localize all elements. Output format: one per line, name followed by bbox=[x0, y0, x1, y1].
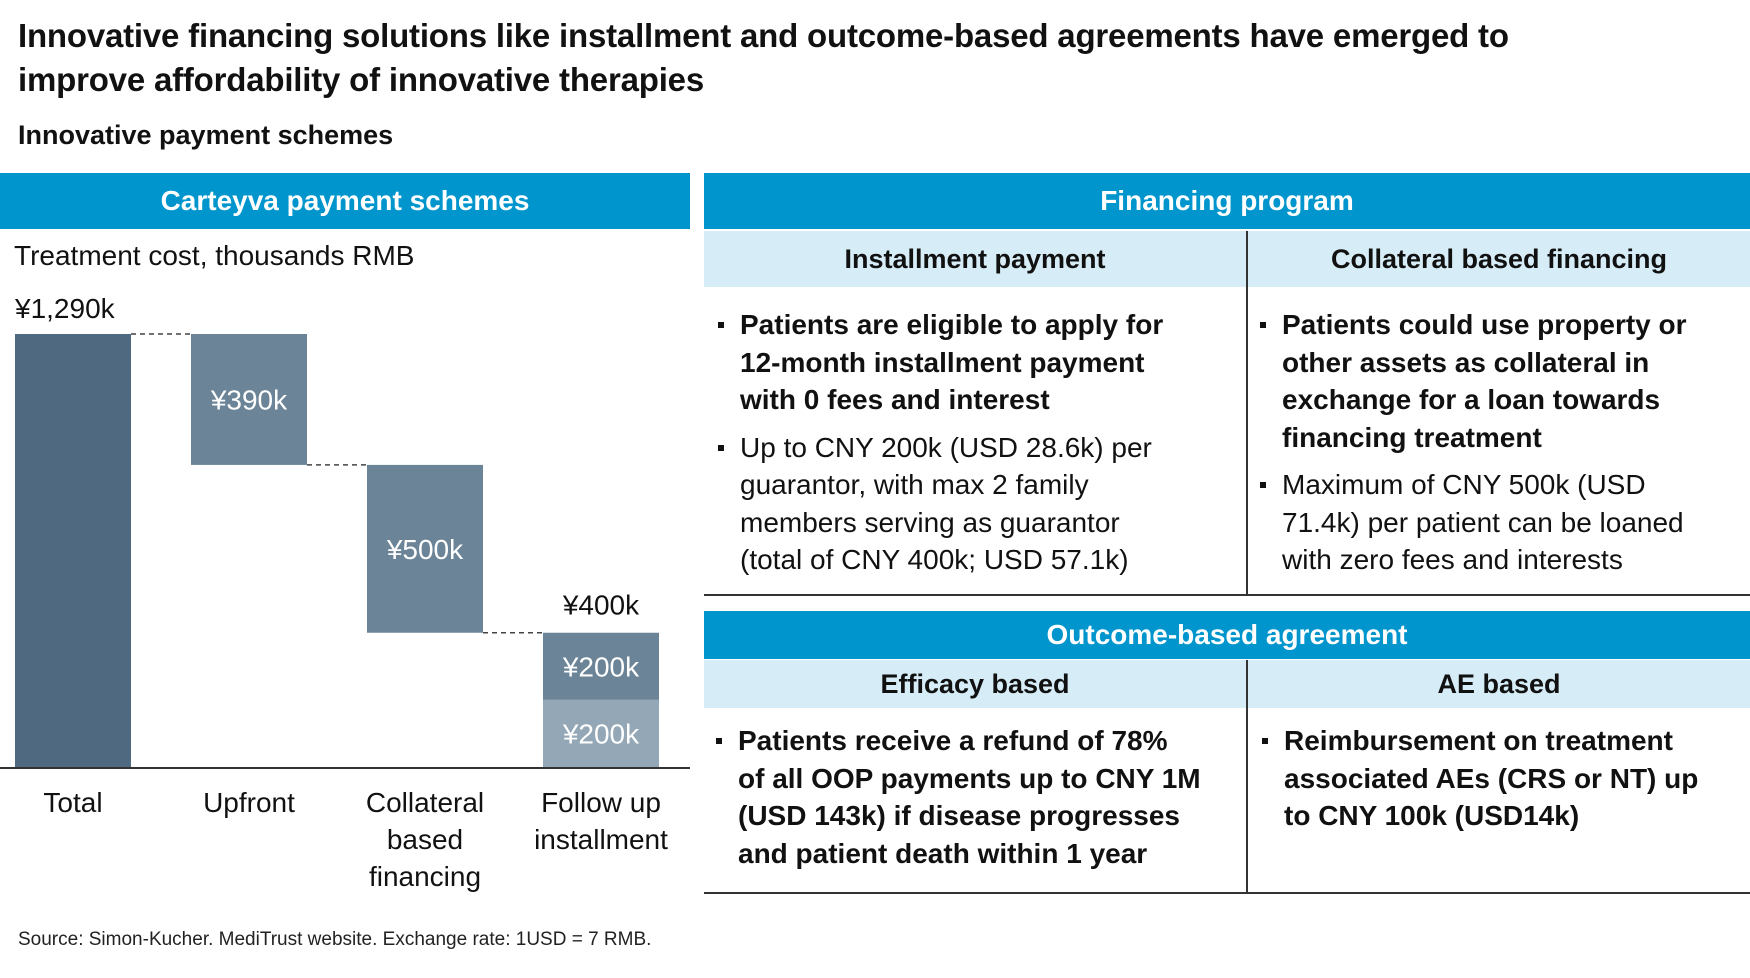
bar-3 bbox=[543, 632, 659, 700]
bullet-line: associated AEs (CRS or NT) up bbox=[1284, 762, 1699, 794]
installment-heading: Installment payment bbox=[704, 231, 1246, 287]
bullet-line: Reimbursement on treatment bbox=[1284, 725, 1673, 756]
bar-1 bbox=[191, 334, 307, 465]
financing-divider bbox=[1246, 231, 1248, 595]
bullet-line: 71.4k) per patient can be loaned bbox=[1282, 506, 1684, 538]
bullet-line: with zero fees and interests bbox=[1282, 544, 1623, 575]
bullet-line: Patients could use property or bbox=[1282, 309, 1687, 340]
bullet-line: Patients receive a refund of 78% bbox=[738, 725, 1168, 756]
bullet-line: financing treatment bbox=[1282, 421, 1542, 453]
category-label-line: Upfront bbox=[203, 787, 295, 818]
category-label-line: based bbox=[387, 824, 463, 855]
bullet-item: Patients are eligible to apply for 12-mon… bbox=[714, 306, 1239, 419]
waterfall-chart: ¥1,290k ¥390k ¥500k ¥200k ¥200k ¥400k Total Upf… bbox=[0, 293, 690, 892]
chart-unit-label: Treatment cost, thousands RMB bbox=[14, 240, 415, 271]
bullet-line: other assets as collateral in bbox=[1282, 346, 1650, 378]
bullet-line: with 0 fees and interest bbox=[740, 384, 1050, 415]
bullet-item: Reimbursement on treatment associated AEs… bbox=[1258, 722, 1750, 835]
bullet-item: Up to CNY 200k (USD 28.6k) per guarantor,… bbox=[714, 429, 1239, 579]
bullet-line: (total of CNY 400k; USD 57.1k) bbox=[740, 544, 1129, 575]
efficacy-bullets: Patients receive a refund of 78% of all O… bbox=[712, 722, 1244, 882]
bullet-line: 12-month installment payment bbox=[740, 346, 1145, 378]
category-label: Collateral based financing bbox=[366, 787, 484, 892]
bullet-line: of all OOP payments up to CNY 1M bbox=[738, 762, 1201, 794]
outcome-divider bbox=[1246, 660, 1248, 893]
bullet-line: guarantor, with max 2 family bbox=[740, 469, 1089, 500]
efficacy-heading: Efficacy based bbox=[704, 660, 1246, 708]
bullet-line: Up to CNY 200k (USD 28.6k) per bbox=[740, 431, 1152, 463]
bullet-line: (USD 143k) if disease progresses bbox=[738, 800, 1180, 831]
page-title: Innovative financing solutions like inst… bbox=[18, 17, 1509, 98]
category-label-line: Collateral bbox=[366, 787, 484, 818]
installment-bullets: Patients are eligible to apply for 12-mon… bbox=[714, 306, 1239, 589]
financing-header: Financing program bbox=[704, 173, 1750, 229]
bar-value-label: ¥1,290k bbox=[14, 293, 116, 324]
bullet-item: Patients could use property or other asse… bbox=[1256, 306, 1750, 456]
bar-value-label: ¥200k bbox=[562, 718, 640, 749]
bar-value-label: ¥500k bbox=[386, 534, 464, 565]
carteyva-header: Carteyva payment schemes bbox=[0, 173, 690, 229]
bar-2 bbox=[367, 464, 483, 633]
bullet-item: Patients receive a refund of 78% of all O… bbox=[712, 722, 1244, 872]
category-label: Total bbox=[43, 787, 102, 818]
bar-0 bbox=[15, 334, 131, 767]
bullet-item: Maximum of CNY 500k (USD 71.4k) per patie… bbox=[1256, 466, 1750, 579]
category-label-line: Follow up bbox=[541, 787, 661, 818]
total-label: ¥400k bbox=[562, 590, 640, 621]
ae-bullets: Reimbursement on treatment associated AEs… bbox=[1258, 722, 1750, 845]
category-label-line: installment bbox=[534, 824, 668, 855]
category-label: Upfront bbox=[203, 787, 295, 818]
outcome-bottom-rule bbox=[704, 892, 1750, 894]
category-label-line: Total bbox=[43, 787, 102, 818]
bullet-line: to CNY 100k (USD14k) bbox=[1284, 800, 1580, 831]
outcome-header: Outcome-based agreement bbox=[704, 611, 1750, 659]
bullet-line: Patients are eligible to apply for bbox=[740, 309, 1164, 340]
ae-heading: AE based bbox=[1248, 660, 1750, 708]
bullet-line: members serving as guarantor bbox=[740, 506, 1120, 538]
financing-bottom-rule bbox=[704, 594, 1750, 596]
bullet-line: exchange for a loan towards bbox=[1282, 384, 1661, 415]
category-label: Follow up installment bbox=[534, 787, 668, 855]
bar-value-label: ¥390k bbox=[210, 384, 288, 415]
page-subtitle: Innovative payment schemes bbox=[18, 120, 394, 150]
bullet-line: and patient death within 1 year bbox=[738, 837, 1148, 869]
source-note: Source: Simon-Kucher. MediTrust website.… bbox=[18, 929, 652, 950]
category-label-line: financing bbox=[369, 861, 481, 892]
collateral-heading: Collateral based financing bbox=[1248, 231, 1750, 287]
bullet-line: Maximum of CNY 500k (USD bbox=[1282, 469, 1646, 500]
collateral-bullets: Patients could use property or other asse… bbox=[1256, 306, 1750, 589]
bar-value-label: ¥200k bbox=[562, 651, 640, 682]
bar-4 bbox=[543, 699, 659, 767]
